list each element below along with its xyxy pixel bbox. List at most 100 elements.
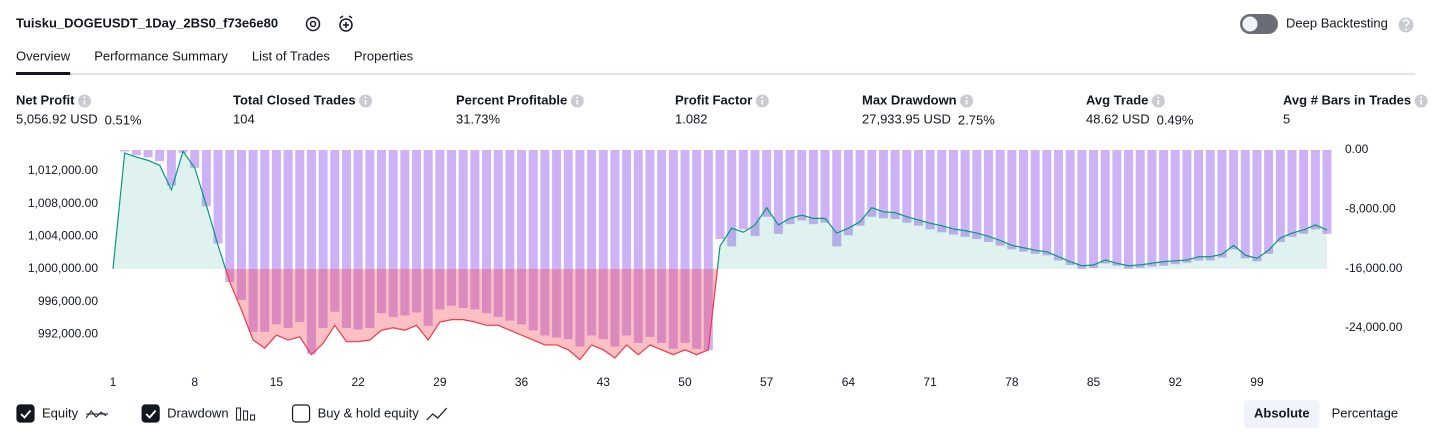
drawdown-bar xyxy=(797,150,807,221)
drawdown-bar xyxy=(528,150,538,331)
drawdown-bar xyxy=(1310,150,1320,230)
drawdown-bar xyxy=(155,150,165,162)
toggle-knob[interactable] xyxy=(1242,16,1258,32)
help-icon[interactable] xyxy=(1398,17,1414,33)
y2-tick-label: -16,000.00 xyxy=(1345,261,1403,275)
tab[interactable]: Properties xyxy=(354,48,414,63)
tab[interactable]: Performance Summary xyxy=(94,48,228,63)
x-tick-label: 1 xyxy=(110,375,117,389)
metric-label: Percent Profitable xyxy=(456,92,567,107)
metric-value: 1.082 xyxy=(675,111,708,126)
y-tick-label: 1,008,000.00 xyxy=(28,196,98,210)
x-tick-label: 64 xyxy=(842,375,856,389)
drawdown-bar xyxy=(645,150,655,337)
legend-icon xyxy=(236,407,256,421)
drawdown-bar xyxy=(412,150,421,313)
scale-button-label[interactable]: Percentage xyxy=(1332,405,1399,420)
drawdown-bar xyxy=(447,150,457,306)
drawdown-bar xyxy=(166,150,176,186)
y2-tick-label: -24,000.00 xyxy=(1345,320,1403,334)
drawdown-bar xyxy=(1217,150,1227,258)
drawdown-bar xyxy=(937,150,947,233)
legend-label[interactable]: Equity xyxy=(42,405,79,420)
drawdown-bar xyxy=(1264,150,1274,254)
y2-tick-label: -8,000.00 xyxy=(1345,202,1396,216)
drawdown-bar xyxy=(376,150,386,314)
x-tick-label: 71 xyxy=(923,375,937,389)
drawdown-bar xyxy=(388,150,398,317)
x-tick-label: 78 xyxy=(1005,375,1019,389)
checkbox[interactable] xyxy=(291,404,311,423)
drawdown-bar xyxy=(1124,150,1134,269)
drawdown-bar xyxy=(995,150,1005,246)
drawdown-bar xyxy=(843,150,853,236)
drawdown-bar xyxy=(1100,150,1110,264)
metric-percent: 0.49% xyxy=(1157,112,1194,127)
metric-value: 5,056.92 USD xyxy=(16,111,98,126)
x-tick-label: 43 xyxy=(597,375,611,389)
info-icon-dot xyxy=(364,96,367,99)
drawdown-bar xyxy=(1054,150,1064,261)
y2-tick-label: 0.00 xyxy=(1345,142,1369,156)
y-tick-label: 1,012,000.00 xyxy=(28,163,98,177)
info-icon-dot xyxy=(761,96,764,99)
drawdown-bar xyxy=(762,150,772,217)
drawdown-bar xyxy=(960,150,970,237)
tab[interactable]: Overview xyxy=(16,48,71,63)
scale-button-label[interactable]: Absolute xyxy=(1254,405,1310,420)
drawdown-bar xyxy=(260,150,270,332)
alert-icon[interactable] xyxy=(339,15,353,32)
legend-label[interactable]: Buy & hold equity xyxy=(318,405,420,420)
metric-value: 27,933.95 USD xyxy=(862,111,951,126)
drawdown-bar xyxy=(808,150,818,225)
y-tick-label: 992,000.00 xyxy=(38,326,98,340)
checkbox[interactable] xyxy=(141,404,160,423)
drawdown-bar xyxy=(622,150,632,336)
drawdown-bar xyxy=(283,150,293,329)
settings-icon[interactable] xyxy=(305,16,321,32)
drawdown-bar xyxy=(715,150,725,240)
legend-label[interactable]: Drawdown xyxy=(167,405,228,420)
legend-icon xyxy=(85,410,109,419)
x-tick-label: 29 xyxy=(433,375,447,389)
drawdown-bar xyxy=(1065,150,1075,265)
drawdown-bar xyxy=(972,150,982,240)
drawdown-bar xyxy=(1030,150,1040,254)
toggle-label: Deep Backtesting xyxy=(1286,15,1388,30)
scale-button[interactable] xyxy=(1244,400,1320,428)
drawdown-bar xyxy=(575,150,585,347)
tab-divider xyxy=(16,73,1415,75)
drawdown-bar xyxy=(540,150,550,336)
drawdown-bar xyxy=(341,150,351,329)
drawdown-bar xyxy=(306,150,316,354)
drawdown-bar xyxy=(505,150,515,321)
metric-percent: 0.51% xyxy=(105,112,142,127)
info-icon-mark xyxy=(761,100,764,105)
drawdown-bar xyxy=(680,150,690,343)
drawdown-bar xyxy=(598,150,608,340)
drawdown-bar xyxy=(1019,150,1028,252)
drawdown-bar xyxy=(1182,150,1192,263)
tab[interactable]: List of Trades xyxy=(252,48,331,63)
metric-label: Max Drawdown xyxy=(862,92,957,107)
y-tick-label: 996,000.00 xyxy=(38,294,98,308)
drawdown-bar xyxy=(1252,150,1262,262)
metric-value: 104 xyxy=(233,111,255,126)
drawdown-bar xyxy=(131,150,141,156)
drawdown-bar xyxy=(587,150,597,336)
drawdown-bar xyxy=(120,150,130,152)
drawdown-bar xyxy=(213,150,223,244)
checkbox[interactable] xyxy=(16,404,35,423)
drawdown-bar xyxy=(727,150,737,247)
equity-area xyxy=(113,151,1327,360)
drawdown-bar xyxy=(330,150,340,312)
drawdown-bar xyxy=(400,150,410,316)
x-tick-label: 85 xyxy=(1087,375,1101,389)
drawdown-bar xyxy=(248,150,258,332)
drawdown-bar xyxy=(610,150,620,347)
drawdown-bar xyxy=(1275,150,1285,242)
drawdown-bar xyxy=(190,150,200,168)
drawdown-bar xyxy=(1089,150,1099,268)
drawdown-bar xyxy=(1205,150,1215,261)
